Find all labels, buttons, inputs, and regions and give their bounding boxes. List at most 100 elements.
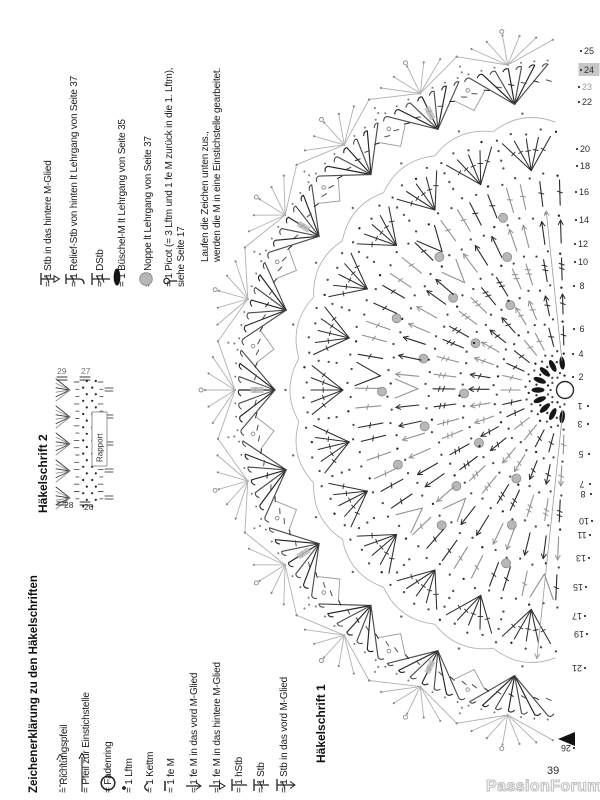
bobble-symbol [436, 520, 447, 531]
legend-title: Zeichenerklärung zu den Häkelschriften [28, 575, 40, 793]
highlight-box [424, 106, 436, 121]
row-number: 6 [579, 324, 584, 334]
half-double-icon [231, 779, 247, 791]
band-spokes [394, 219, 564, 561]
legend-item-label: = 1 Büschel-M lt Lehrgang von Seite 35 [116, 119, 128, 287]
band-spokes [468, 293, 566, 487]
highlight-box [296, 547, 311, 560]
legend-item-relief-dc-back: = 1 Relief-Stb von hinten lt Lehrgang vo… [64, 76, 85, 287]
legend-item-dc-front-loop: = 1 Stb in das vord M-Glied [274, 676, 296, 793]
bobble-symbol [451, 481, 462, 491]
bobble-symbol [506, 520, 517, 530]
sc-back-loop-icon [209, 781, 226, 791]
highlight-box [424, 659, 436, 674]
single-crochet-icon [164, 781, 166, 791]
band-spokes [500, 325, 567, 455]
row-number: 4 [578, 349, 583, 359]
band-dots [492, 318, 564, 463]
bobble-symbol [419, 421, 430, 432]
bobble-symbol [459, 388, 469, 399]
band-spokes [354, 179, 563, 601]
legend-item-label: = 1 Picot (= 3 Lftm und 1 fe M zurück in… [163, 67, 187, 287]
row-number: 1 [577, 401, 582, 411]
row-number: 17 [572, 611, 582, 621]
row-number: 7 [579, 479, 584, 489]
legend-item-single-crochet: = 1 fe M [161, 758, 182, 793]
chart2-row-number: 28 [64, 500, 74, 510]
band-dots [524, 350, 565, 431]
legend-item-label: = 1 Stb in das vord M-Glied [278, 676, 290, 793]
bobble-symbol [498, 212, 508, 223]
chart1-title: Häkelschrift 1 [314, 684, 328, 763]
highlight-box [250, 387, 264, 393]
row-number: 23 [582, 82, 592, 92]
insertion-arrow-icon [78, 752, 86, 792]
row-number: 3 [577, 419, 582, 429]
band-jfans [234, 59, 555, 721]
bobble-symbol [377, 386, 387, 397]
bobble-symbol [393, 459, 403, 470]
bobble-symbol [505, 300, 516, 311]
band-fans [310, 135, 552, 645]
bobble-symbol [501, 558, 511, 569]
row-number: 18 [580, 161, 590, 171]
band-noppen [459, 300, 522, 484]
band-noppen [377, 212, 511, 569]
band-dots [458, 284, 563, 497]
legend-item-bobble: = 1 Noppe lt Lehrgang von Seite 37 [138, 136, 159, 287]
row-number: 8 [579, 281, 584, 291]
legend-item-label: = 1 fe M in das hintere M-Glied [211, 662, 223, 793]
legend-item-label: = 1 Noppe lt Lehrgang von Seite 37 [142, 136, 154, 287]
row-number: 24 [584, 65, 594, 75]
slip-stitch-icon [144, 782, 149, 792]
cluster-stitch-icon [113, 268, 121, 286]
row-number: 10 [578, 257, 588, 267]
legend-item-label: = 1 Relief-Stb von hinten lt Lehrgang vo… [68, 76, 80, 287]
picot-icon [163, 277, 177, 285]
row-number: 5 [578, 449, 583, 459]
legend-item-label: = 1 Stb in das hintere M-Glied [42, 160, 54, 287]
relief-dc-back-icon [65, 274, 85, 285]
bobble-symbol [434, 252, 445, 262]
legend-note: Laufen die Zeichen unten zus., werden di… [198, 26, 225, 262]
band-noppen [418, 252, 517, 530]
band-spokes [432, 257, 565, 523]
row-number: 19 [574, 629, 584, 639]
band-dots [346, 172, 559, 609]
chart2-row-number: 29 [57, 366, 67, 376]
row-number: 25 [584, 46, 594, 56]
bobble-symbol [511, 473, 522, 484]
page-number: 39 [547, 765, 560, 777]
chart2-row-number: 27 [81, 366, 91, 376]
band-arches [284, 112, 556, 668]
dc-back-loop-icon [40, 273, 61, 285]
chain-stitch-icon [122, 786, 126, 790]
bobble-symbol [474, 438, 484, 448]
legend-item-slip-stitch: = 1 Kettm [140, 752, 161, 793]
legend-item-cluster-stitch: = 1 Büschel-M lt Lehrgang von Seite 35 [112, 119, 133, 287]
bobble-symbol [502, 252, 513, 262]
row-number: 26 [561, 743, 571, 753]
row-number: 2 [578, 372, 583, 382]
thread-ring-symbol [555, 380, 575, 400]
legend-item-dc-back-loop: = 1 Stb in das hintere M-Glied [38, 160, 61, 287]
bobble-symbol [391, 313, 402, 324]
highlight-box [296, 220, 311, 233]
legend-note-text: Laufen die Zeichen unten zus., werden di… [199, 67, 223, 262]
row-number: 15 [573, 582, 583, 592]
row-number: 20 [580, 144, 590, 154]
legend-item-label: = 1 fe M in das vord M-Glied [188, 672, 200, 793]
band-dots [302, 128, 558, 653]
legend-item-sc-front-loop: = 1 fe M in das vord M-Glied [184, 673, 205, 793]
watermark: PassionForum.ru [485, 777, 600, 795]
treble-icon [91, 273, 110, 285]
thread-ring-icon [100, 775, 116, 791]
band-dots [546, 371, 566, 409]
direction-marker [558, 732, 575, 746]
direction-arrow-icon [56, 753, 64, 792]
bobble-symbol [448, 292, 459, 303]
band-dots [424, 250, 562, 531]
row-number: 8 [580, 489, 585, 499]
